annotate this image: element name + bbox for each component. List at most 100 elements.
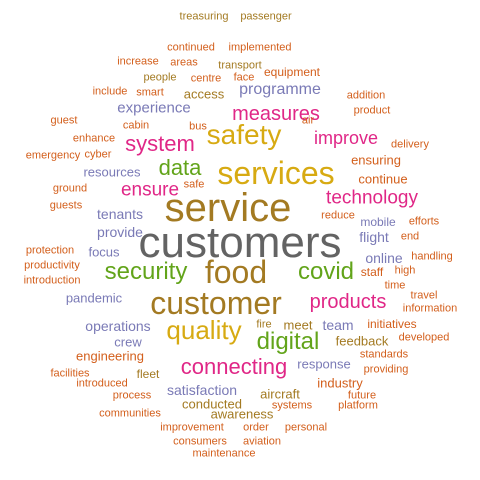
word-delivery: delivery [391, 138, 429, 151]
word-satisfaction: satisfaction [166, 382, 238, 398]
word-resources: resources [83, 164, 141, 180]
word-ground: ground [52, 182, 88, 195]
word-engineering: engineering [76, 348, 144, 364]
word-efforts: efforts [408, 215, 440, 228]
word-continued: continued [167, 41, 215, 54]
word-communities: communities [99, 407, 161, 420]
word-process: process [112, 389, 152, 402]
word-measures: measures [232, 103, 320, 125]
word-technology: technology [326, 187, 418, 209]
word-fleet: fleet [136, 367, 160, 381]
word-passenger: passenger [240, 10, 292, 23]
word-equipment: equipment [263, 65, 321, 79]
word-improve: improve [313, 128, 379, 148]
word-access: access [183, 86, 225, 102]
word-transport: transport [218, 59, 262, 72]
word-response: response [297, 356, 351, 372]
word-aviation: aviation [243, 435, 281, 448]
word-addition: addition [346, 89, 386, 102]
word-safe: safe [183, 178, 205, 191]
word-customers: customers [138, 218, 342, 267]
word-flight: flight [359, 229, 389, 245]
word-products: products [309, 291, 387, 313]
word-standards: standards [359, 348, 409, 361]
word-cyber: cyber [84, 148, 112, 161]
word-covid: covid [297, 258, 355, 285]
word-emergency: emergency [25, 149, 81, 162]
word-product: product [353, 104, 391, 117]
word-travel: travel [410, 289, 438, 302]
word-end: end [400, 230, 420, 243]
word-data: data [158, 155, 202, 180]
word-focus: focus [88, 244, 120, 260]
word-facilities: facilities [50, 367, 90, 380]
word-enhance: enhance [72, 132, 116, 145]
word-smart: smart [136, 86, 164, 99]
word-improvement: improvement [160, 421, 224, 434]
word-developed: developed [398, 331, 450, 344]
word-time: time [384, 279, 406, 292]
word-conducted: conducted [182, 396, 242, 412]
word-consumers: consumers [173, 435, 227, 448]
word-team: team [322, 317, 354, 333]
word-handling: handling [411, 250, 453, 263]
word-provide: provide [97, 224, 143, 240]
word-high: high [394, 264, 416, 277]
word-industry: industry [317, 375, 363, 391]
word-guest: guest [50, 114, 78, 127]
word-cabin: cabin [122, 119, 150, 132]
word-reduce: reduce [321, 209, 355, 222]
word-personal: personal [284, 421, 328, 434]
word-quality: quality [166, 315, 242, 345]
word-food: food [204, 254, 268, 290]
word-increase: increase [117, 55, 159, 68]
word-productivity: productivity [24, 259, 80, 272]
word-guests: guests [49, 199, 83, 212]
word-introduction: introduction [23, 274, 81, 287]
word-security: security [104, 258, 188, 285]
word-bus: bus [189, 120, 207, 133]
word-centre: centre [190, 72, 222, 85]
word-continue: continue [358, 171, 408, 187]
word-operations: operations [85, 318, 151, 334]
word-fire: fire [256, 318, 272, 331]
word-aircraft: aircraft [260, 386, 300, 402]
word-initiatives: initiatives [367, 317, 417, 331]
word-programme: programme [239, 81, 321, 98]
word-ensuring: ensuring [351, 152, 401, 168]
word-providing: providing [363, 363, 409, 376]
word-systems: systems [271, 399, 313, 412]
word-system: system [125, 131, 195, 156]
word-experience: experience [117, 99, 191, 117]
word-order: order [243, 421, 269, 434]
word-feedback: feedback [335, 333, 389, 349]
word-future: future [347, 389, 377, 402]
word-people: people [143, 71, 177, 84]
word-pandemic: pandemic [65, 290, 123, 306]
word-digital: digital [256, 328, 320, 355]
word-connecting: connecting [180, 354, 288, 379]
word-platform: platform [338, 399, 378, 412]
word-online: online [365, 250, 403, 266]
word-ensure: ensure [120, 179, 180, 201]
word-staff: staff [360, 265, 384, 279]
word-air: air [301, 114, 315, 127]
word-services: services [217, 155, 335, 191]
word-treasuring: treasuring [179, 10, 229, 23]
word-information: information [402, 302, 458, 315]
word-face: face [233, 71, 255, 84]
word-awareness: awareness [210, 406, 274, 422]
word-include: include [92, 85, 128, 98]
word-maintenance: maintenance [192, 447, 256, 460]
word-customer: customer [150, 285, 282, 321]
word-safety: safety [206, 119, 282, 150]
word-areas: areas [170, 56, 198, 69]
word-tenants: tenants [97, 206, 143, 222]
word-introduced: introduced [76, 377, 128, 390]
word-crew: crew [114, 334, 142, 350]
word-service: service [164, 186, 292, 230]
word-implemented: implemented [228, 41, 292, 54]
word-protection: protection [25, 244, 75, 257]
word-meet: meet [283, 317, 313, 333]
